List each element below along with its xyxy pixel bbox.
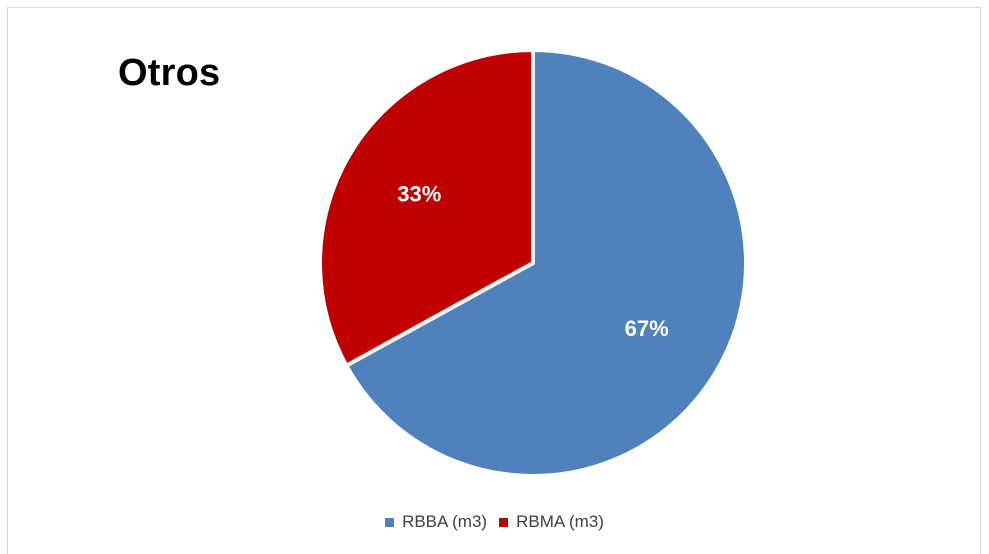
pie-slice-rbba[interactable] [344, 48, 748, 478]
legend-label-rbma: RBMA (m3) [516, 512, 604, 531]
data-label-rbma: 33% [397, 182, 441, 207]
data-label-rbba: 67% [625, 316, 669, 341]
legend-swatch-rbba [385, 517, 395, 527]
pie-slices [318, 48, 748, 478]
legend-label-rbba: RBBA (m3) [402, 512, 488, 531]
legend-swatch-rbma [499, 517, 509, 527]
legend-item-rbma[interactable]: RBMA (m3) [499, 512, 604, 532]
legend: RBBA (m3) RBMA (m3) [0, 512, 989, 532]
pie-data-labels: 67% 33% [397, 182, 668, 341]
chart-title: Otros [118, 52, 221, 94]
pie-slice-rbma[interactable] [318, 48, 535, 368]
legend-item-rbba[interactable]: RBBA (m3) [385, 512, 487, 532]
